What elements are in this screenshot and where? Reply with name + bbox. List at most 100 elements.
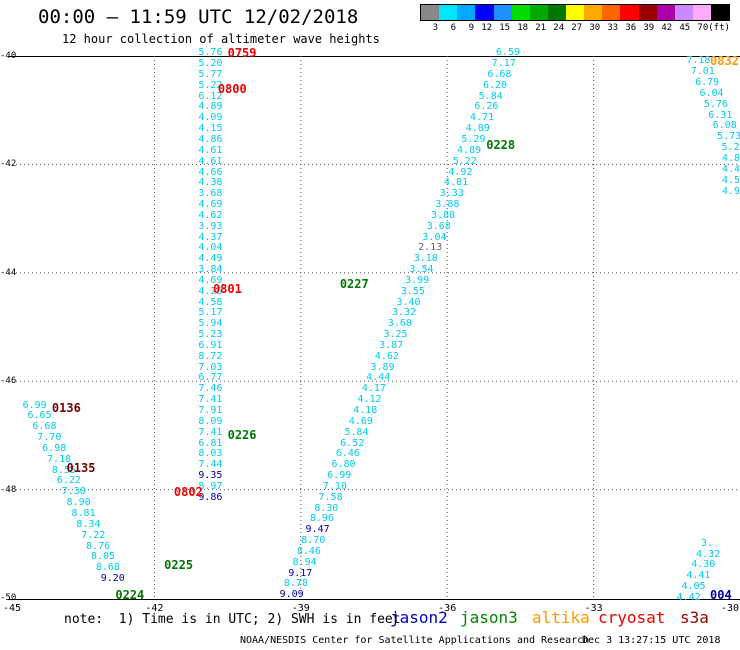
- wave-height-value: 8.55: [51, 464, 76, 476]
- scale-label: 27: [571, 23, 583, 33]
- wave-height-value: 3.25: [383, 329, 408, 341]
- wave-height-value: 5.73: [717, 131, 740, 143]
- scale-swatch: [511, 5, 530, 20]
- wave-height-value: 4.69: [348, 415, 373, 427]
- wave-height-value: 4.41: [686, 570, 711, 582]
- legend-s3a: s3a: [680, 608, 709, 627]
- wave-height-value: 3.40: [396, 296, 421, 308]
- wave-height-value: 6.99: [327, 470, 352, 482]
- wave-height-value: 7.44: [198, 459, 223, 471]
- pass-time-label: 0228: [486, 138, 516, 153]
- pass-time-label: 004: [710, 588, 732, 603]
- wave-height-value: 7.46: [198, 383, 223, 395]
- wave-height-value: 3.88: [435, 199, 460, 211]
- wave-height-value: 6.81: [198, 437, 223, 449]
- wave-height-value: 8.76: [86, 540, 111, 552]
- wave-height-value: 6.80: [331, 459, 356, 471]
- wave-height-value: 5.26: [721, 142, 740, 154]
- wave-height-value: 9.47: [305, 524, 330, 536]
- scale-swatch: [547, 5, 566, 20]
- wave-height-value: 7.91: [198, 405, 223, 416]
- wave-height-value: 5.23: [198, 329, 223, 341]
- wave-height-value: 4.69: [198, 199, 223, 211]
- wave-height-value: 4.49: [198, 253, 223, 265]
- wave-height-value: 9.17: [288, 567, 313, 579]
- wave-height-value: 8.81: [71, 507, 96, 519]
- scale-swatch: [620, 5, 639, 20]
- wave-height-value: 3.87: [379, 339, 404, 351]
- wave-height-value: 6.22: [56, 475, 81, 487]
- wave-height-value: 3.99: [405, 274, 430, 286]
- wave-height-value: 5.94: [198, 318, 223, 330]
- legend-jason3: jason3: [460, 608, 518, 627]
- wave-height-value: 3.33: [439, 188, 464, 200]
- wave-height-value: 9.20: [100, 573, 125, 585]
- wave-height-value: 4.58: [722, 174, 740, 186]
- legend-altika: altika: [532, 608, 590, 627]
- wave-height-value: 4.82: [722, 152, 740, 164]
- pass-time-label: 0226: [227, 428, 257, 443]
- wave-height-value: 4.30: [691, 559, 716, 571]
- wave-height-value: 4.89: [457, 144, 482, 156]
- map-plot-area: [8, 56, 740, 600]
- wave-height-value: 4.61: [198, 155, 223, 167]
- wave-height-value: 3.93: [198, 220, 223, 232]
- wave-height-value: 8.30: [314, 502, 339, 514]
- legend-jason2: jason2: [390, 608, 448, 627]
- scale-label: 3: [432, 23, 439, 33]
- wave-height-value: 8.94: [292, 556, 317, 568]
- wave-height-value: 7.30: [61, 486, 86, 498]
- scale-swatch: [638, 5, 657, 20]
- scale-label: 24: [553, 23, 565, 33]
- wave-height-value: 7.22: [81, 529, 106, 541]
- pass-time-label: 0832: [710, 54, 739, 69]
- wave-height-value: 8.70: [301, 535, 326, 547]
- wave-height-value: 7.41: [198, 426, 223, 438]
- wave-height-value: 7.03: [198, 361, 223, 373]
- lon-tick-label: -33: [584, 603, 603, 614]
- wave-height-value: 6.12: [198, 90, 223, 102]
- scale-swatch: [674, 5, 693, 20]
- lon-tick-label: -30: [720, 603, 740, 614]
- scale-swatch: [584, 5, 603, 20]
- wave-height-value: 6.98: [42, 442, 67, 454]
- wave-height-value: 7.18: [686, 55, 711, 67]
- wave-height-value: 4.42: [676, 592, 701, 603]
- wave-height-value: 4.66: [198, 166, 223, 178]
- wave-height-value: 4.17: [361, 383, 386, 395]
- map-title: 00:00 – 11:59 UTC 12/02/2018: [38, 6, 359, 28]
- scale-label: 42: [661, 23, 673, 33]
- wave-height-value: 3.68: [426, 220, 451, 232]
- wave-height-value: 9.35: [198, 470, 223, 482]
- wave-height-value: 4.32: [696, 548, 721, 560]
- wave-height-value: 8.46: [296, 545, 321, 557]
- wave-height-value: 6.68: [32, 421, 57, 433]
- wave-height-value: 7.01: [690, 66, 715, 78]
- wave-height-value: 5.29: [461, 134, 486, 145]
- lon-tick-label: -36: [438, 603, 457, 614]
- scale-swatch: [421, 5, 440, 20]
- wave-height-value: 4.38: [198, 177, 223, 189]
- lon-tick-label: -39: [291, 603, 310, 614]
- wave-height-value: 5.84: [478, 90, 503, 102]
- wave-height-value: 4.37: [198, 231, 223, 243]
- pass-time-label: 0135: [66, 460, 96, 475]
- generated-timestamp: Dec 3 13:27:15 UTC 2018: [582, 635, 721, 646]
- pass-time-label: 0225: [164, 558, 194, 573]
- wave-height-value: 4.71: [470, 112, 495, 124]
- lat-tick-label: -50: [0, 593, 17, 603]
- lat-tick-label: -40: [0, 51, 17, 61]
- wave-height-value: 3.32: [392, 307, 417, 319]
- wave-height-value: 3.68: [198, 188, 223, 200]
- wave-height-value: 4.25: [198, 285, 223, 297]
- wave-height-value: 6.52: [340, 437, 365, 449]
- wave-height-value: 4.09: [198, 112, 223, 124]
- wave-height-value: 6.77: [198, 372, 223, 384]
- scale-label: 30: [589, 23, 601, 33]
- wave-height-value: 4.18: [353, 405, 378, 416]
- scale-label: 15: [499, 23, 511, 33]
- wave-height-value: 8.03: [198, 448, 223, 460]
- wave-height-value: 7.10: [322, 480, 347, 492]
- wave-height-value: 8.97: [198, 480, 223, 492]
- wave-height-value: 4.05: [681, 581, 706, 593]
